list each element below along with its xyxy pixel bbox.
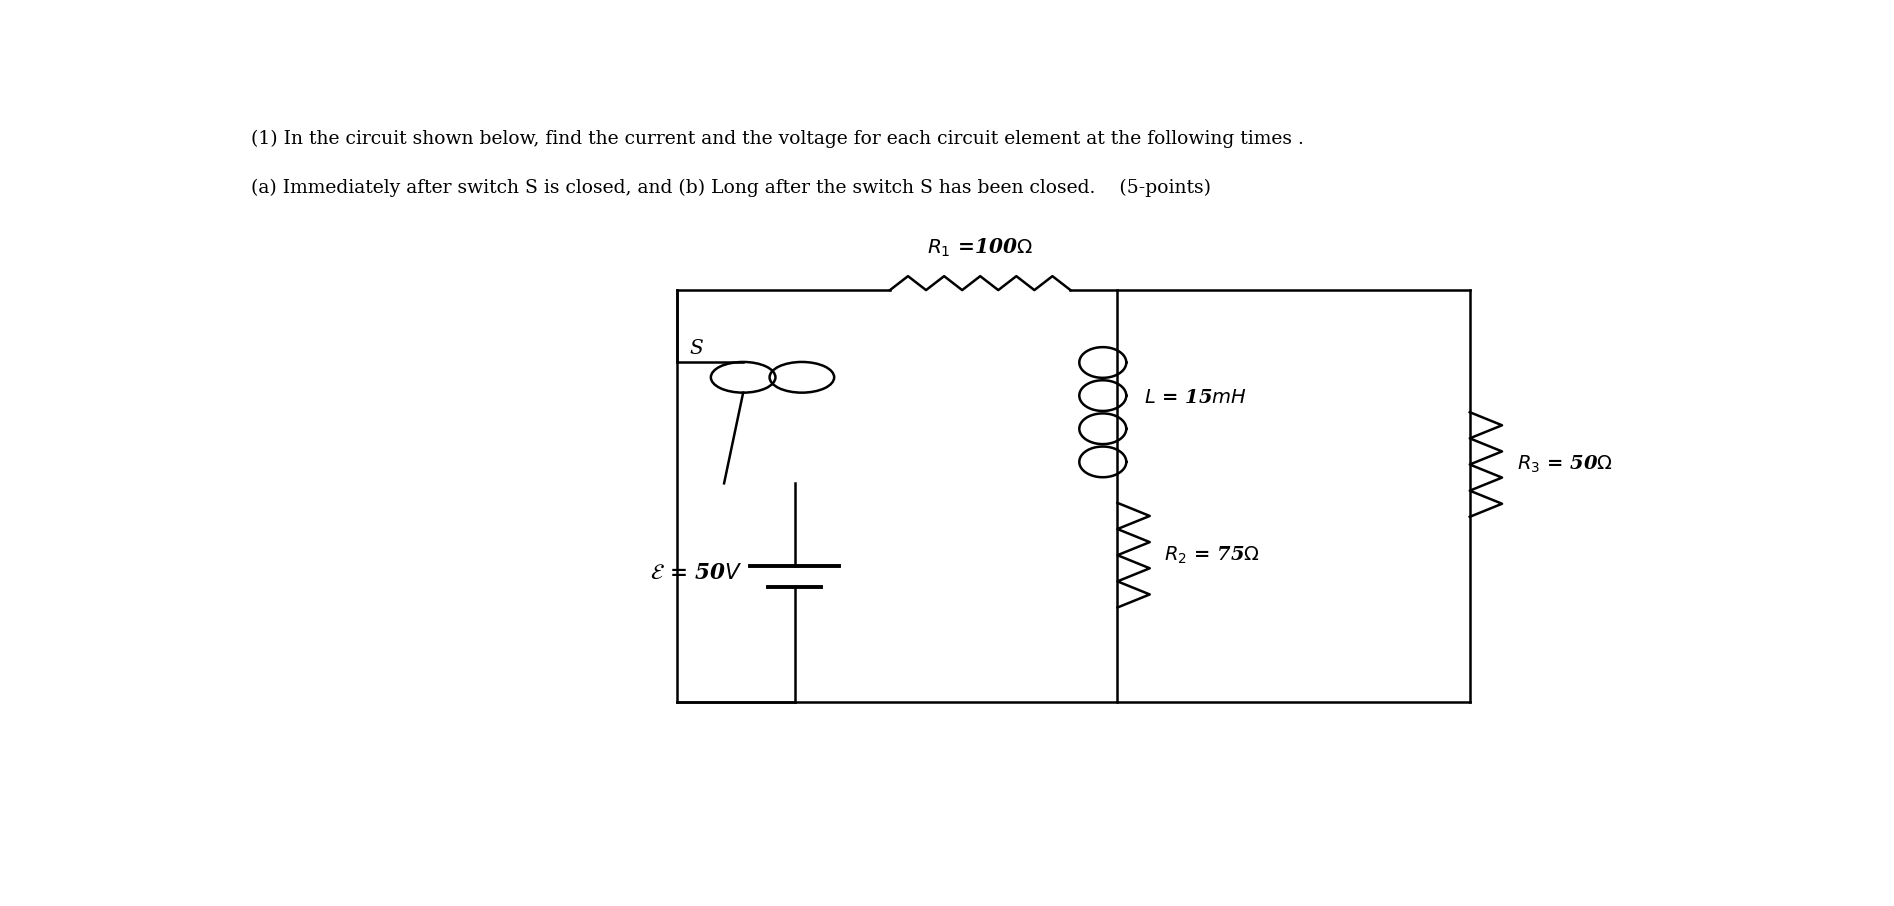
Text: $R_{3}$ = 50$\Omega$: $R_{3}$ = 50$\Omega$: [1517, 454, 1612, 475]
Text: $\mathcal{E}$ = 50$V$: $\mathcal{E}$ = 50$V$: [650, 562, 742, 583]
Text: $L$ = 15$mH$: $L$ = 15$mH$: [1144, 390, 1246, 407]
Text: S: S: [689, 340, 703, 359]
Text: (a) Immediately after switch S is closed, and (b) Long after the switch S has be: (a) Immediately after switch S is closed…: [252, 178, 1212, 197]
Text: (1) In the circuit shown below, find the current and the voltage for each circui: (1) In the circuit shown below, find the…: [252, 130, 1305, 148]
Text: $R_{2}$ = 75$\Omega$: $R_{2}$ = 75$\Omega$: [1165, 545, 1260, 566]
Text: $R_1$ =100$\Omega$: $R_1$ =100$\Omega$: [928, 236, 1034, 259]
